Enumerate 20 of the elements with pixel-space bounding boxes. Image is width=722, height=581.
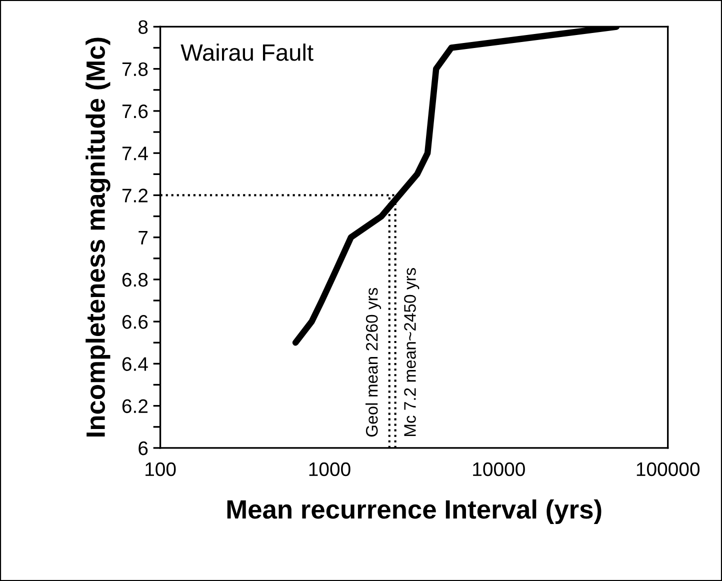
x-tick-label: 10000 bbox=[473, 462, 525, 476]
x-tick-label: 1000 bbox=[309, 462, 350, 476]
y-tick-label: 6.2 bbox=[122, 399, 148, 414]
x-tick-label: 100000 bbox=[636, 462, 700, 476]
y-tick-label: 8 bbox=[138, 20, 148, 34]
x-axis-title: Mean recurrence Interval (yrs) bbox=[227, 499, 602, 524]
y-tick-label: 7.2 bbox=[122, 188, 148, 202]
y-tick-label: 7 bbox=[138, 231, 148, 244]
y-axis-title: Incompleteness magnitude (Mc) bbox=[86, 38, 110, 436]
y-tick-label: 6 bbox=[138, 441, 148, 456]
y-tick-label: 6.8 bbox=[122, 272, 148, 287]
annotation: Geol mean 2260 yrs bbox=[366, 288, 382, 437]
y-tick-label: 6.4 bbox=[122, 357, 148, 371]
y-tick-label: 7.6 bbox=[122, 104, 148, 118]
annotation: Mc 7.2 mean~2450 yrs bbox=[404, 268, 420, 436]
x-tick-label: 100 bbox=[146, 462, 176, 476]
y-tick-label: 6.6 bbox=[122, 315, 148, 329]
y-tick-label: 7.8 bbox=[122, 62, 148, 76]
annotation: Wairau Fault bbox=[180, 44, 314, 61]
y-tick-label: 7.4 bbox=[122, 146, 148, 160]
